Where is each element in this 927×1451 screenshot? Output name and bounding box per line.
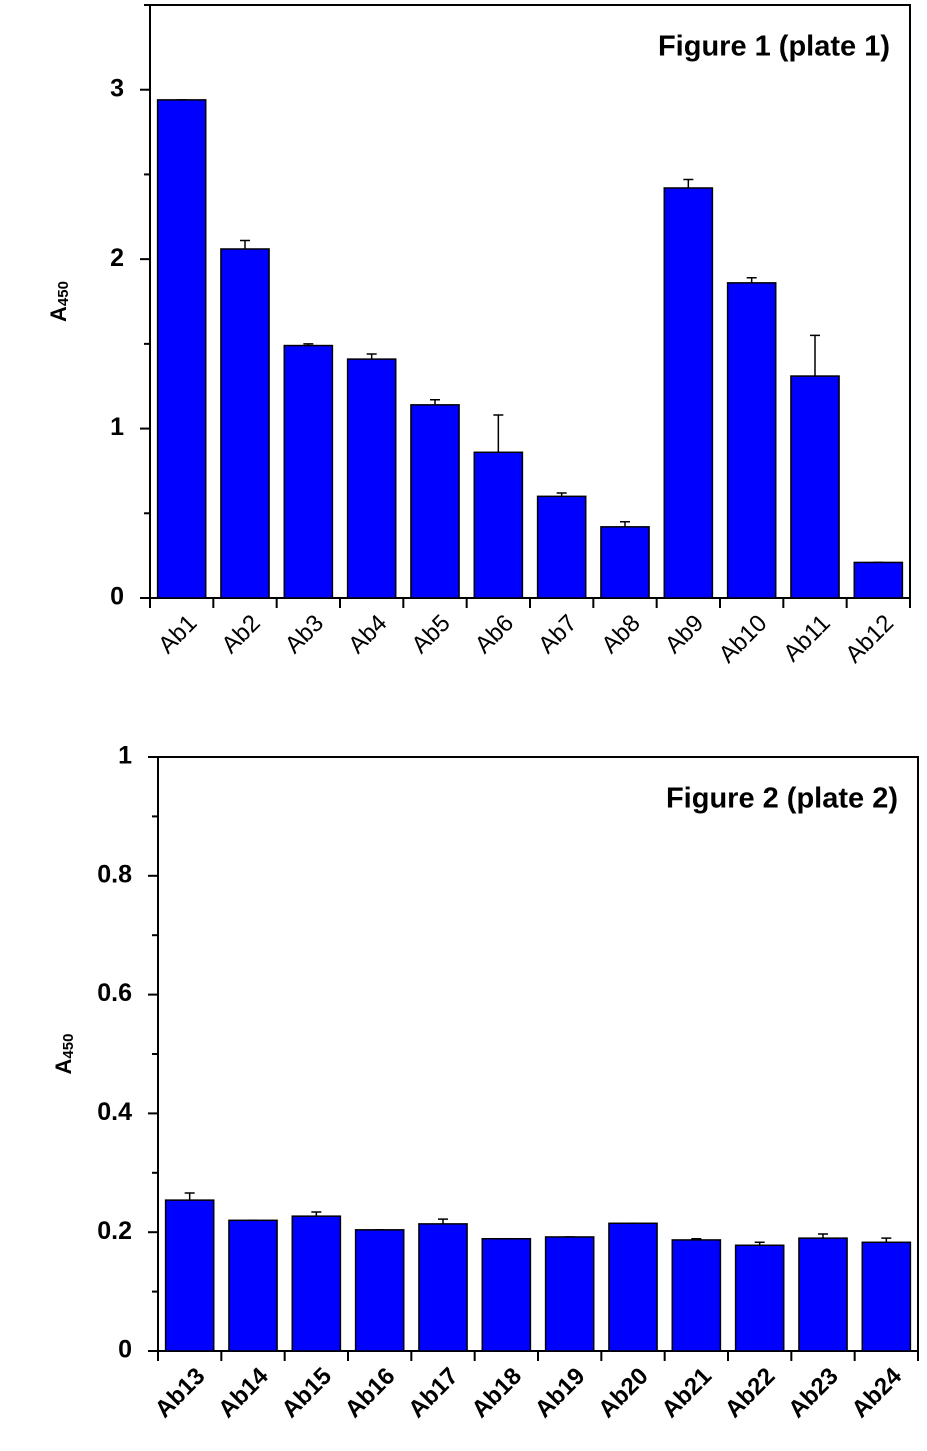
bar <box>853 561 904 599</box>
bar <box>544 1236 595 1352</box>
x-tick-label: Ab16 <box>340 1363 401 1424</box>
x-tick-label: Ab9 <box>660 610 709 659</box>
x-tick-label: Ab18 <box>466 1363 527 1424</box>
x-tick-label: Ab3 <box>280 610 329 659</box>
plot-frame <box>149 4 911 598</box>
bar <box>156 99 207 599</box>
y-tick-label: 1 <box>118 742 132 770</box>
bar <box>734 1244 785 1352</box>
chart-title: Figure 1 (plate 1) <box>658 31 890 63</box>
bar <box>726 282 777 599</box>
y-axis-label: A450 <box>46 281 72 322</box>
bar <box>481 1237 532 1352</box>
x-tick-label: Ab10 <box>714 610 773 669</box>
bar <box>220 248 270 599</box>
x-tick-label: Ab7 <box>533 610 582 659</box>
bar <box>164 1199 215 1352</box>
x-tick-label: Ab24 <box>846 1362 907 1423</box>
x-tick-label: Ab13 <box>150 1363 211 1424</box>
x-tick-label: Ab8 <box>596 610 645 659</box>
chart-title: Figure 2 (plate 2) <box>666 783 898 815</box>
y-axis-label: A450 <box>51 1034 77 1075</box>
error-bar <box>810 334 820 377</box>
bar <box>410 404 460 599</box>
x-tick-label: Ab12 <box>840 610 899 669</box>
y-tick-label: 0 <box>110 583 124 611</box>
error-bar <box>184 1192 195 1201</box>
x-tick-label: Ab4 <box>343 610 392 659</box>
y-tick-label: 0.8 <box>97 860 132 888</box>
bar <box>291 1215 342 1352</box>
bar <box>861 1241 912 1352</box>
y-tick-label: 0.4 <box>97 1098 132 1126</box>
x-tick-label: Ab23 <box>783 1363 844 1424</box>
bar <box>418 1223 468 1352</box>
x-tick-label: Ab6 <box>470 610 519 659</box>
bar <box>283 344 334 599</box>
y-tick-label: 0 <box>118 1336 132 1364</box>
bar <box>608 1222 658 1352</box>
bar <box>354 1229 405 1352</box>
x-tick-label: Ab22 <box>720 1363 781 1424</box>
x-tick-label: Ab19 <box>530 1363 591 1424</box>
error-bar <box>366 353 377 360</box>
bar <box>346 358 397 599</box>
x-tick-label: Ab20 <box>593 1363 654 1424</box>
x-tick-label: Ab5 <box>406 610 455 659</box>
y-tick-label: 0.6 <box>97 979 132 1007</box>
x-tick-label: Ab11 <box>778 610 835 667</box>
y-tick-label: 1 <box>110 413 124 441</box>
y-tick-label: 0.2 <box>97 1217 132 1245</box>
error-bar <box>620 521 630 527</box>
x-tick-label: Ab2 <box>216 610 265 659</box>
error-bar <box>430 399 440 405</box>
bar <box>671 1239 722 1352</box>
x-tick-label: Ab14 <box>213 1362 274 1423</box>
bar <box>798 1237 848 1352</box>
y-axis-label-sub: 450 <box>55 281 72 306</box>
x-tick-label: Ab15 <box>276 1363 337 1424</box>
bar <box>600 526 650 599</box>
error-bar <box>240 239 250 249</box>
bar <box>536 495 587 599</box>
x-tick-label: Ab1 <box>153 610 202 659</box>
error-bar <box>438 1218 448 1224</box>
x-tick-label: Ab21 <box>656 1363 717 1424</box>
y-tick-label: 3 <box>110 74 124 102</box>
x-tick-label: Ab17 <box>403 1363 464 1424</box>
bar <box>663 187 714 599</box>
error-bar <box>746 277 757 283</box>
y-tick-label: 2 <box>110 244 124 272</box>
y-axis-label-sub: 450 <box>60 1034 77 1059</box>
y-axis-label-main: A <box>51 1058 76 1074</box>
bar <box>790 375 840 599</box>
bar <box>473 451 524 599</box>
bar <box>228 1219 278 1352</box>
error-bar <box>493 414 504 453</box>
y-axis-label-main: A <box>46 306 71 322</box>
error-bar <box>683 178 694 188</box>
